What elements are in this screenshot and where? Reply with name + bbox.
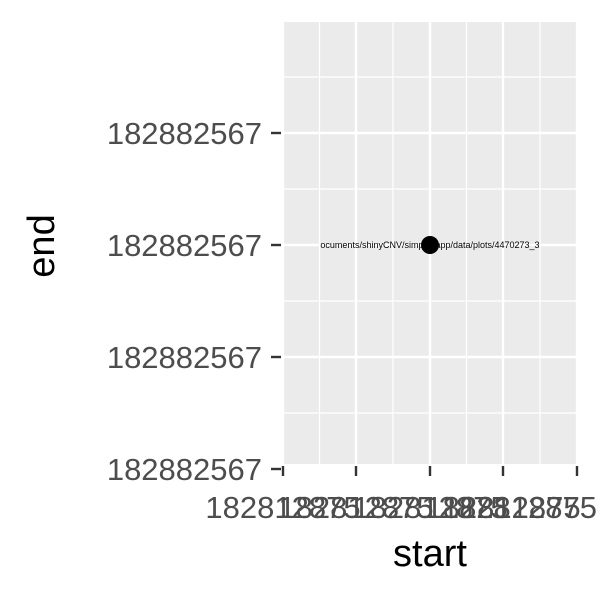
- x-tick-label-1: 182812875: [278, 490, 433, 525]
- x-axis-title: start: [393, 533, 467, 575]
- y-tick-label-3: 182882567: [107, 452, 262, 487]
- x-tick-label-0: 182812875: [205, 490, 360, 525]
- x-axis: 1828128751828128751828128751828128751828…: [205, 466, 597, 525]
- x-tick-label-3: 182812875: [425, 490, 580, 525]
- y-tick-label-1: 182882567: [107, 228, 262, 263]
- y-axis-title: end: [21, 214, 63, 277]
- x-tick-label-2: 182812875: [352, 490, 507, 525]
- x-tick-label-4: 182812875: [442, 490, 597, 525]
- data-point-0: [421, 236, 439, 254]
- y-axis: 182882567 182882567 182882567 182882567: [107, 116, 281, 487]
- y-tick-label-0: 182882567: [107, 116, 262, 151]
- y-tick-label-2: 182882567: [107, 340, 262, 375]
- data-points: ocuments/shinyCNV/simple_app/data/plots/…: [320, 236, 540, 254]
